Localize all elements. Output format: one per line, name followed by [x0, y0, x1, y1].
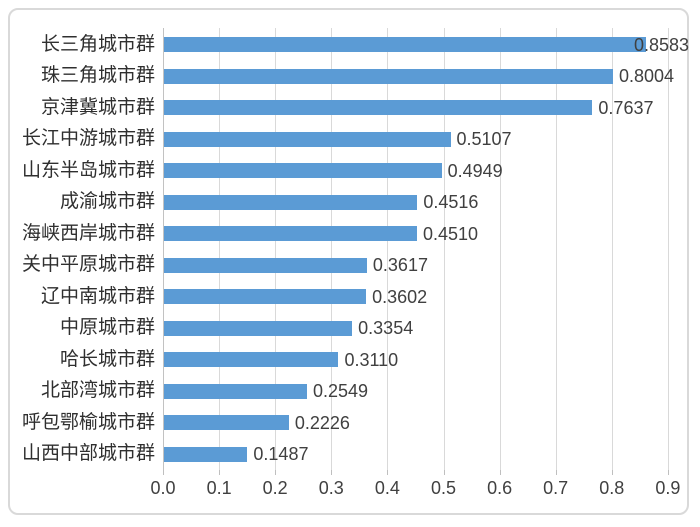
- value-label: 0.8004: [619, 66, 675, 87]
- bar: [164, 352, 339, 368]
- gridline: [219, 28, 221, 470]
- value-label: 0.4510: [423, 223, 479, 244]
- x-tick-label: 0.5: [430, 478, 457, 498]
- bar: [164, 226, 417, 242]
- category-label: 呼包鄂榆城市群: [21, 411, 155, 433]
- value-label: 0.2549: [312, 381, 369, 402]
- tick-mark: [387, 470, 389, 475]
- value-label: 0.4516: [423, 192, 479, 213]
- category-label: 成渝城市群: [59, 191, 155, 213]
- category-label: 海峡西岸城市群: [21, 222, 155, 244]
- gridline: [443, 28, 445, 470]
- bar: [164, 383, 307, 399]
- gridline: [331, 28, 333, 470]
- value-label: 0.3602: [372, 286, 428, 307]
- tick-mark: [331, 470, 333, 475]
- bar: [164, 446, 248, 462]
- gridline: [387, 28, 389, 470]
- tick-mark: [499, 470, 501, 475]
- category-label: 山东半岛城市群: [21, 159, 155, 181]
- x-tick-label: 0.4: [374, 478, 400, 498]
- value-label: 0.4949: [447, 160, 503, 181]
- category-label: 山西中部城市群: [21, 443, 155, 465]
- category-label: 哈长城市群: [59, 348, 155, 370]
- gridline: [555, 28, 557, 470]
- value-label: 0.3617: [372, 255, 428, 276]
- tick-mark: [667, 470, 669, 475]
- gridline: [275, 28, 277, 470]
- bar: [164, 100, 593, 116]
- gridline: [499, 28, 501, 470]
- bar: [164, 320, 353, 336]
- bar: [164, 289, 367, 305]
- category-label: 长江中游城市群: [21, 128, 155, 150]
- category-label: 关中平原城市群: [21, 254, 155, 276]
- x-tick-label: 0.3: [318, 478, 344, 498]
- value-label: 0.8583: [634, 34, 690, 55]
- tick-mark: [275, 470, 277, 475]
- tick-mark: [555, 470, 557, 475]
- category-axis-line: [163, 28, 164, 470]
- bar: [164, 68, 614, 84]
- x-tick-label: 0.7: [543, 478, 569, 498]
- value-label: 0.1487: [253, 444, 309, 465]
- bar: [164, 163, 442, 179]
- value-label: 0.3354: [358, 318, 414, 339]
- category-label: 北部湾城市群: [40, 380, 155, 402]
- bar: [164, 194, 418, 210]
- category-label: 长三角城市群: [40, 33, 155, 55]
- value-label: 0.2226: [294, 412, 350, 433]
- category-label: 京津冀城市群: [40, 96, 155, 118]
- gridline: [667, 28, 669, 470]
- bar: [164, 257, 367, 273]
- bar: [164, 37, 646, 53]
- gridline: [611, 28, 613, 470]
- value-label: 0.7637: [598, 97, 654, 118]
- x-tick-label: 0.8: [599, 478, 625, 498]
- tick-mark: [219, 470, 221, 475]
- category-label: 珠三角城市群: [40, 65, 155, 87]
- x-tick-label: 0.6: [487, 478, 513, 498]
- tick-mark: [443, 470, 445, 475]
- bar: [164, 415, 289, 431]
- bar: [164, 131, 451, 147]
- tick-mark: [163, 470, 164, 475]
- x-tick-label: 0.1: [206, 478, 232, 498]
- x-tick-label: 0.0: [150, 478, 176, 498]
- category-label: 辽中南城市群: [40, 285, 155, 307]
- chart-border: [8, 8, 689, 515]
- x-tick-label: 0.9: [655, 478, 681, 498]
- value-label: 0.5107: [456, 129, 512, 150]
- value-label: 0.3110: [344, 349, 399, 370]
- tick-mark: [611, 470, 613, 475]
- x-tick-label: 0.2: [262, 478, 288, 498]
- category-label: 中原城市群: [59, 317, 155, 339]
